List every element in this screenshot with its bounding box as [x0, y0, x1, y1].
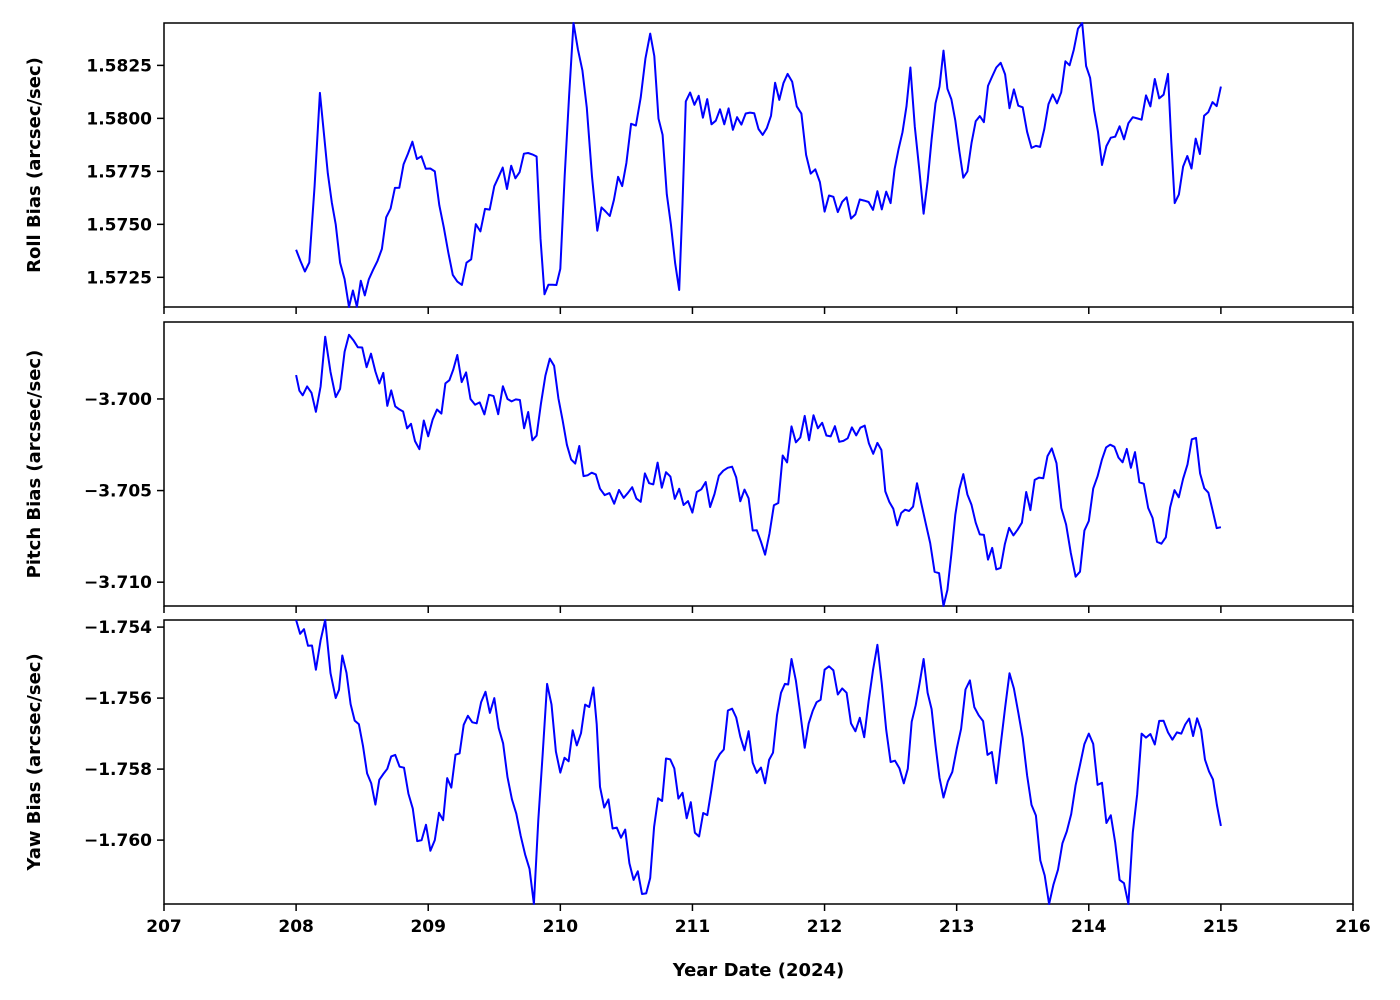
pitch-bias-line [295, 333, 1222, 607]
roll-bias-axes-frame [163, 22, 1354, 308]
roll-bias-x-ticks [163, 307, 1354, 314]
y-tick-label: 1.5725 [86, 268, 152, 288]
yaw-bias-panel: −1.760 −1.758 −1.756 −1.754 207 208 209 210 211… [24, 618, 1371, 981]
roll-bias-panel: 1.5725 1.5750 1.5775 1.5800 1.5825 Roll Bias… [24, 22, 1354, 314]
x-tick-label: 213 [939, 917, 975, 937]
roll-bias-line [295, 22, 1222, 308]
yaw-bias-x-ticks: 207 208 209 210 211 212 213 214 215 216 [146, 904, 1371, 937]
roll-bias-y-ticks: 1.5725 1.5750 1.5775 1.5800 1.5825 [86, 56, 164, 288]
y-tick-label: −3.700 [84, 390, 152, 410]
pitch-bias-y-ticks: −3.710 −3.705 −3.700 [84, 390, 164, 593]
x-tick-label: 211 [675, 917, 711, 937]
pitch-bias-y-axis-label: Pitch Bias (arcsec/sec) [24, 350, 45, 579]
y-tick-label: 1.5775 [86, 162, 152, 182]
x-tick-label: 212 [807, 917, 843, 937]
x-tick-label: 209 [410, 917, 446, 937]
pitch-bias-axes-frame [163, 321, 1354, 607]
roll-bias-y-axis-label: Roll Bias (arcsec/sec) [24, 57, 45, 273]
y-tick-label: −1.754 [84, 618, 152, 638]
yaw-bias-y-axis-label: Yaw Bias (arcsec/sec) [24, 653, 45, 871]
x-axis-label: Year Date (2024) [672, 960, 845, 981]
pitch-bias-panel: −3.710 −3.705 −3.700 Pitch Bias (arcsec/se… [24, 321, 1354, 613]
y-tick-label: −1.756 [84, 689, 152, 709]
y-tick-label: −1.760 [84, 831, 152, 851]
y-tick-label: 1.5800 [86, 109, 152, 129]
y-tick-label: 1.5750 [86, 215, 152, 235]
y-tick-label: −1.758 [84, 760, 152, 780]
x-tick-label: 216 [1335, 917, 1371, 937]
pitch-bias-x-ticks [163, 606, 1354, 613]
y-tick-label: −3.710 [84, 573, 152, 593]
x-tick-label: 214 [1071, 917, 1107, 937]
x-tick-label: 208 [278, 917, 314, 937]
y-tick-label: 1.5825 [86, 56, 152, 76]
yaw-bias-line [295, 619, 1222, 905]
x-tick-label: 210 [543, 917, 579, 937]
yaw-bias-axes-frame [163, 619, 1354, 905]
x-tick-label: 207 [146, 917, 182, 937]
x-tick-label: 215 [1203, 917, 1239, 937]
y-tick-label: −3.705 [84, 482, 152, 502]
yaw-bias-y-ticks: −1.760 −1.758 −1.756 −1.754 [84, 618, 164, 851]
